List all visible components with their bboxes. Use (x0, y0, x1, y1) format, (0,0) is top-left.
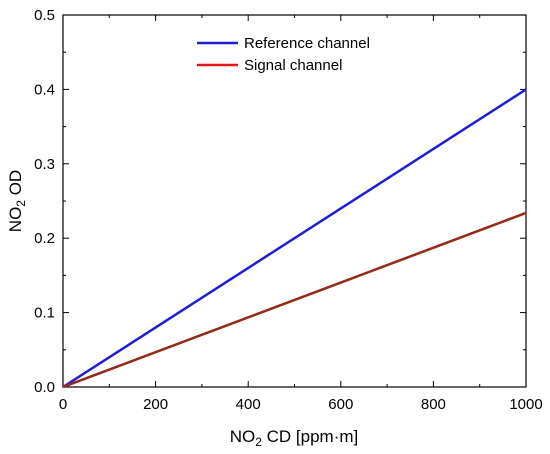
x-tick-label: 400 (236, 396, 261, 413)
y-tick-label: 0.2 (34, 230, 55, 247)
x-tick-label: 600 (328, 396, 353, 413)
series-line-reference (62, 88, 527, 389)
legend-label-signal: Signal channel (244, 57, 342, 74)
y-tick-label: 0.0 (34, 379, 55, 396)
y-tick-label: 0.5 (34, 7, 55, 24)
y-axis-title: NO2 OD (6, 170, 28, 232)
x-tick-label: 800 (421, 396, 446, 413)
series-layer (62, 88, 527, 389)
legend: Reference channel Signal channel (197, 35, 370, 74)
x-tick-label: 0 (59, 396, 67, 413)
legend-label-reference: Reference channel (244, 35, 370, 52)
series-line-overlay (62, 211, 527, 389)
x-axis-title: NO2 CD [ppm·m] (230, 427, 359, 449)
axis-ticks: 0 200 400 600 800 1000 0.0 0.1 0.2 0.3 0.4 0.5 (34, 7, 543, 413)
x-tick-label: 1000 (509, 396, 542, 413)
x-tick-label: 200 (143, 396, 168, 413)
y-tick-label: 0.3 (34, 156, 55, 173)
y-tick-label: 0.1 (34, 305, 55, 322)
y-tick-label: 0.4 (34, 81, 55, 98)
